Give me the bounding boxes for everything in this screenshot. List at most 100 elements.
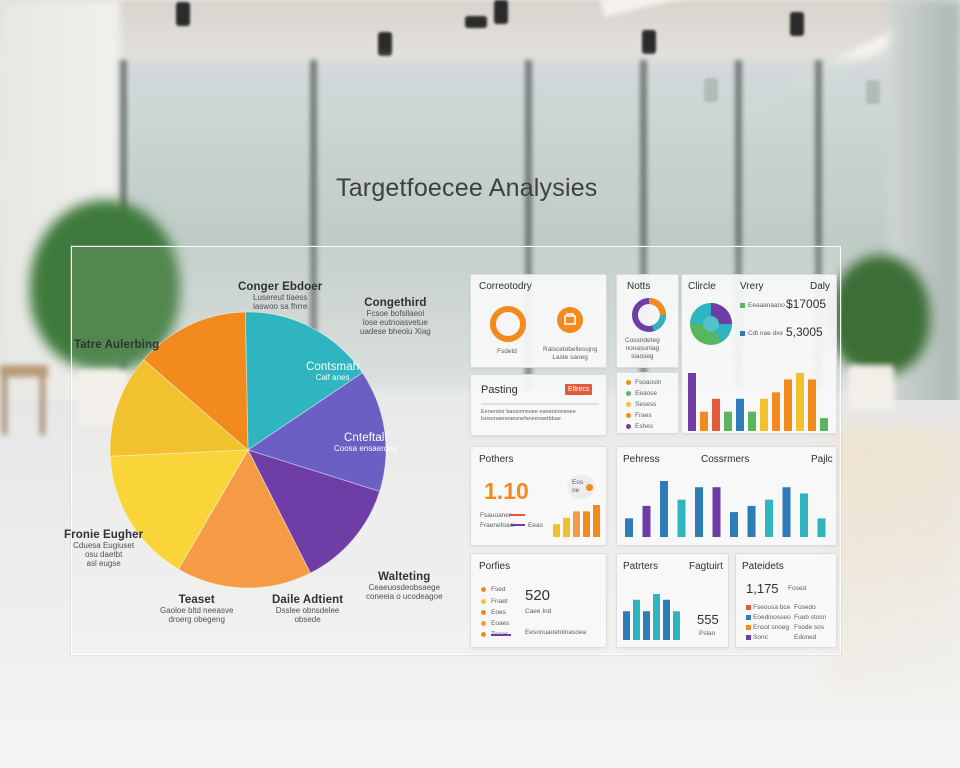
row-bar [491,634,511,636]
pie-label-sub: Coosa ensaerdeg [334,444,398,453]
bar [760,398,768,431]
card-title: Clircle [688,281,716,292]
pie-label-title: Walteting [378,571,431,583]
window-frame [310,60,317,390]
bar [573,511,580,537]
pie-label-sub: Ceaeuosdeobsaege coneeia o ucodeagoe [366,583,443,601]
bar [782,487,791,537]
list-item: Fnaet [491,598,508,605]
list-item: Eoaes [491,620,510,627]
legend-label: Fraes [635,412,652,419]
pie-label-congethird: Congethird Fcsoe bofsllaeoi lose eutnoas… [360,297,431,336]
pehress-card[interactable]: Pehress Cossrmers Pajlc [616,446,837,546]
table-cell: Fueb stosn [794,614,827,621]
pie-label-teaset: Teaset Gaoloe bltd neeasve droerg obegen… [160,594,233,624]
plant-icon [830,255,930,375]
bar [784,379,792,431]
card-title: Pateidets [742,561,784,572]
posting-card[interactable]: Pasting Eltrecs Eenerstor baosomsoee ean… [470,374,607,436]
pie-label-title: Tatre Aulerbing [74,339,160,351]
porfies-card[interactable]: Porfies Fsed Fnaet Eoes Eoaes Teaes 520 … [470,553,607,648]
card-title: Correotodry [479,281,532,292]
bar [583,511,590,537]
list-item: Eoes [491,609,506,616]
bar [700,411,708,431]
bar [553,524,560,537]
bar [808,379,816,431]
bar [673,611,680,640]
badge-bubble: Eos oe [567,475,595,499]
bar-chart [553,505,600,537]
partners-card[interactable]: Patrters Fagtuirt 555 Pslao [616,553,729,648]
column-title: Daly [810,281,831,292]
category-card[interactable]: Correotodry Fsdetd Ralscetobellessjng La… [470,274,607,368]
plant-pot [848,365,894,410]
pie-slice [177,449,311,589]
legend-label: Cdt nae dxe [748,330,784,337]
pie-label-tatre: Tatre Aulerbing [74,339,159,351]
row-swatch [746,615,751,620]
status-badge: Eltrecs [565,384,593,395]
notes-card[interactable]: Notts Cossndeteg nonasunlag slaoseg [616,274,679,368]
bar [736,398,744,431]
window-frame [525,60,532,390]
bar [796,373,804,431]
row-label: Fsauoaner [480,512,512,519]
pie-label-daile: Daile Adtient Dsslee obnsdelee obsede [272,594,343,624]
metric-unit: Fosed [788,585,807,592]
legend-label: Eeaose [635,390,658,397]
row-label: Eeas [528,522,543,529]
bar [660,481,668,537]
pie-slice [247,449,381,574]
legend-label: Eshes [635,423,654,430]
card-title: Notts [627,281,651,292]
card-title: Patrters [623,561,659,572]
table-cell: Fosedo [794,604,816,611]
row-swatch [746,605,751,610]
row-swatch [746,635,751,640]
pie-slice [247,372,387,492]
metric-value: $17005 [786,297,827,311]
pie-label-title: Fronie Eugher [64,529,144,541]
window-frame [815,60,822,390]
bar [677,499,686,537]
row-swatch [746,625,751,630]
table-cell: Edoned [794,634,817,641]
pie-label-title: Conger Ebdoer [238,281,323,293]
pie-label-sub: Calf anes [315,373,350,382]
donut-chart-icon [490,306,526,342]
bar [625,518,633,537]
pateidets-card[interactable]: Pateidets 1,175 Fosed Fseousa bce Fosedo… [735,553,837,648]
bar [765,499,773,537]
pie-label-sub: Lusereut tiaess laswoo sa fhrre [253,293,308,311]
bar [730,512,738,537]
pie-label-sub: Fcsoe bofsllaeoi lose eutnoasvetue uades… [360,309,431,336]
pie-label-title: Daile Adtient [272,594,344,606]
pie-slice [109,449,249,570]
pothers-card[interactable]: Pothers 1.10 Eos oe Fsauoaner Fraenefoae… [470,446,607,546]
table-cell: Fseousa bce [753,604,791,611]
legend-dot [626,424,631,429]
legend-label: Sesess [635,401,657,408]
window-frame [735,60,742,390]
list-dot [481,587,486,592]
spotlight-icon [494,0,508,24]
list-dot [481,632,486,637]
caption: Eesonuaoetolnasoea [525,629,587,636]
plant-icon [30,200,180,370]
metric-value: 1.10 [484,478,529,504]
bar [747,505,756,537]
legend-dot [626,413,631,418]
bar [563,517,570,537]
legend-swatch [740,303,745,308]
window-frame [640,60,647,390]
bar [712,398,720,431]
table-cell: Fsode sos [794,624,824,631]
row-label: Fraenefoaei [480,522,515,529]
card-description: Eenerstor baosomsoee eaneoeonesee lsoson… [481,409,576,422]
table-cell: Eoedinosseo [753,614,791,621]
legend-label: Eeaaanaano [748,302,785,309]
legend-swatch [740,331,745,336]
circle-card[interactable]: Clircle Vrery Daly Eeaaanaano $17005 Cdt… [681,274,837,434]
legend-dot [626,391,631,396]
